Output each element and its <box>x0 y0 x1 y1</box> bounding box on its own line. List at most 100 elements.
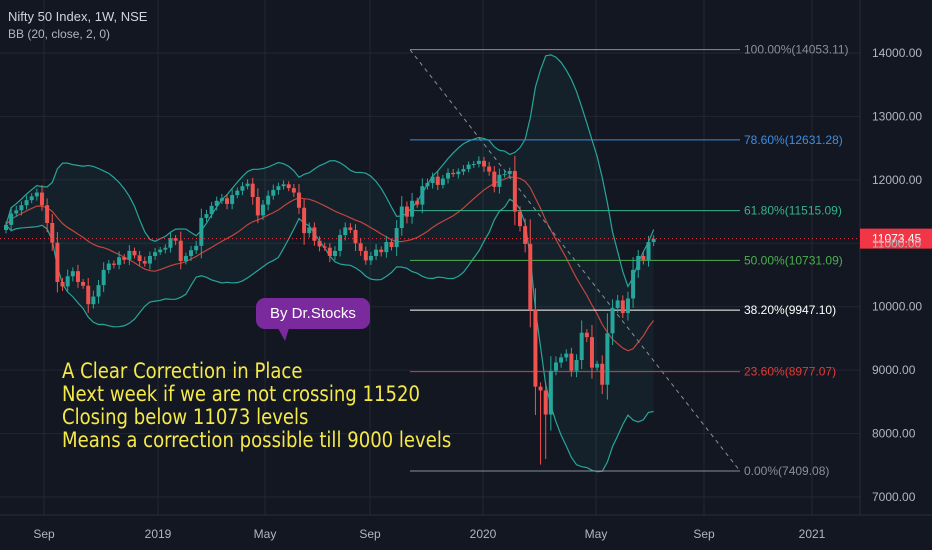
fibonacci-levels: 100.00%(14053.11) 78.60%(12631.28) 61.80%(… <box>410 43 849 478</box>
candle-body <box>528 243 533 310</box>
candle-body <box>178 240 183 262</box>
bb-upper-band <box>5 54 655 288</box>
y-tick-label: 14000.00 <box>872 46 922 60</box>
candle-body <box>312 227 317 241</box>
x-tick-label: May <box>254 527 277 541</box>
candle-body <box>425 183 430 187</box>
candle-body <box>271 190 276 196</box>
candle-body <box>29 196 34 201</box>
candle-body <box>615 300 620 308</box>
candle-body <box>605 333 610 385</box>
indicator-legend[interactable]: BB (20, close, 2, 0) <box>8 27 111 41</box>
candle-body <box>219 198 224 201</box>
x-tick-label: Sep <box>33 527 55 541</box>
candle-body <box>137 255 142 262</box>
candle-body <box>245 183 250 187</box>
candle-body <box>250 183 255 197</box>
candle-body <box>261 204 265 216</box>
candle-body <box>189 250 194 256</box>
candle-body <box>466 164 471 170</box>
candle-body <box>399 206 404 229</box>
candle-body <box>291 188 296 193</box>
candle-body <box>507 170 512 175</box>
candle-body <box>214 200 219 206</box>
candle-body <box>620 300 625 314</box>
candle-body <box>91 296 96 305</box>
author-callout-text: By Dr.Stocks <box>270 305 356 322</box>
y-tick-label: 8000.00 <box>872 427 916 441</box>
candle-body <box>440 178 445 185</box>
candle-body <box>96 285 101 297</box>
candle-body <box>410 200 415 217</box>
candle-body <box>81 281 86 286</box>
candle-body <box>9 213 14 225</box>
candle-body <box>142 261 147 264</box>
candle-body <box>39 192 44 206</box>
candle-body <box>307 227 312 234</box>
candle-body <box>106 263 111 270</box>
time-axis[interactable]: Sep 2019 May Sep 2020 May Sep 2021 <box>33 527 825 541</box>
candle-body <box>543 390 548 415</box>
candle-body <box>230 195 235 204</box>
candle-body <box>65 276 70 287</box>
candle-body <box>646 242 651 261</box>
candle-body <box>168 238 173 248</box>
candle-body <box>338 235 343 251</box>
candle-body <box>286 184 291 189</box>
candle-body <box>389 242 394 248</box>
candle-body <box>641 255 646 261</box>
candle-body <box>559 357 564 363</box>
candle-body <box>610 307 615 334</box>
candle-body <box>368 255 373 261</box>
candle-body <box>147 255 152 264</box>
candle-body <box>584 332 589 338</box>
candle-body <box>24 200 29 206</box>
candle-body <box>476 160 481 164</box>
fib-level-label: 78.60%(12631.28) <box>744 133 843 147</box>
candlesticks <box>4 155 656 465</box>
candle-body <box>358 243 363 251</box>
candle-body <box>363 250 368 261</box>
candle-body <box>512 170 517 212</box>
candle-body <box>240 186 245 191</box>
last-price-tag <box>860 228 932 249</box>
candle-body <box>394 228 399 248</box>
candle-body <box>19 205 24 211</box>
candle-body <box>45 205 50 223</box>
candle-body <box>225 198 230 204</box>
candle-body <box>163 247 168 250</box>
candle-body <box>446 172 451 179</box>
candle-body <box>332 250 337 256</box>
bb-fill <box>6 54 654 472</box>
fib-level-label: 100.00%(14053.11) <box>744 43 849 57</box>
candle-body <box>183 255 188 262</box>
candle-body <box>111 263 116 265</box>
candle-body <box>461 169 466 172</box>
bb-basis <box>5 176 655 352</box>
candle-body <box>482 160 487 167</box>
candle-body <box>281 184 286 187</box>
candle-body <box>492 171 497 187</box>
candle-body <box>153 252 158 256</box>
candle-body <box>523 226 528 244</box>
candle-body <box>296 192 301 208</box>
candle-body <box>117 257 122 265</box>
candle-body <box>548 370 553 415</box>
candle-body <box>415 200 420 205</box>
candle-body <box>327 247 332 256</box>
candle-body <box>625 298 630 314</box>
candle-body <box>631 269 636 299</box>
note-line: A Clear Correction in Place <box>62 359 303 383</box>
candle-body <box>451 172 456 175</box>
candle-body <box>50 222 55 243</box>
note-line: Closing below 11073 levels <box>62 405 309 429</box>
candle-body <box>538 386 543 391</box>
candle-body <box>266 195 271 205</box>
note-line: Next week if we are not crossing 11520 <box>62 382 420 406</box>
candle-body <box>353 229 358 244</box>
note-line: Means a correction possible till 9000 le… <box>62 428 452 452</box>
price-axis[interactable]: 7000.00 8000.00 9000.00 10000.00 11000.00 120… <box>872 46 922 504</box>
candle-body <box>579 332 584 360</box>
candle-body <box>204 214 209 218</box>
